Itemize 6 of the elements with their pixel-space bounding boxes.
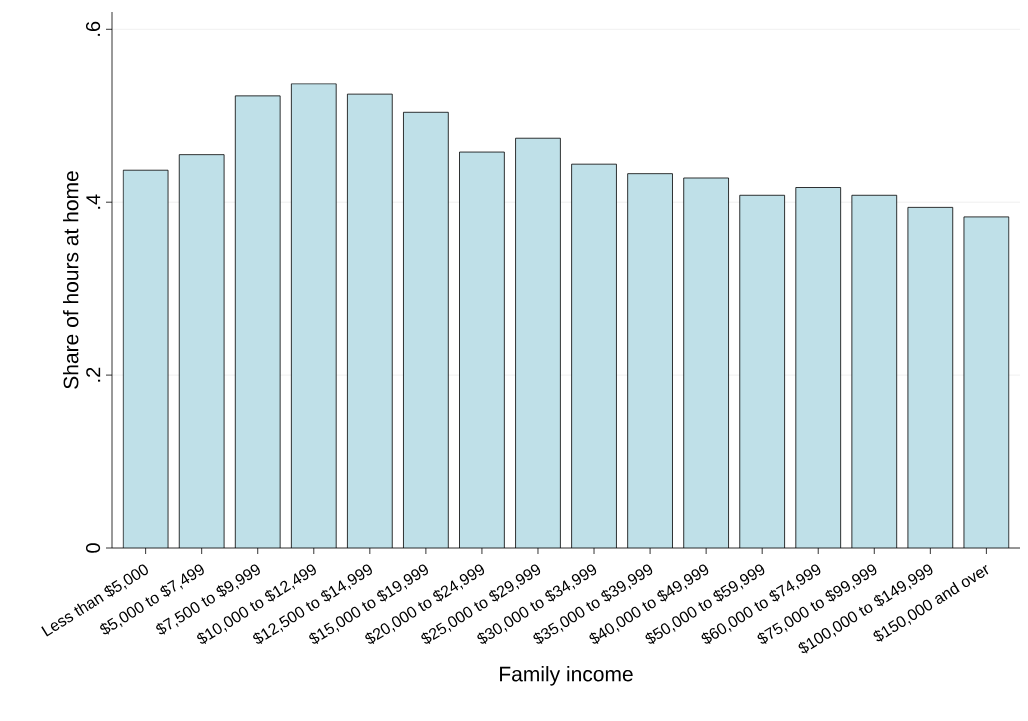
y-tick-label: .2	[86, 367, 101, 382]
x-axis-title: Family income	[500, 666, 633, 686]
y-axis-title: Share of hours at home	[63, 171, 79, 389]
y-tick-label: .6	[85, 21, 101, 36]
y-tick-label: .4	[86, 194, 101, 209]
y-tick-label: 0	[85, 543, 101, 553]
